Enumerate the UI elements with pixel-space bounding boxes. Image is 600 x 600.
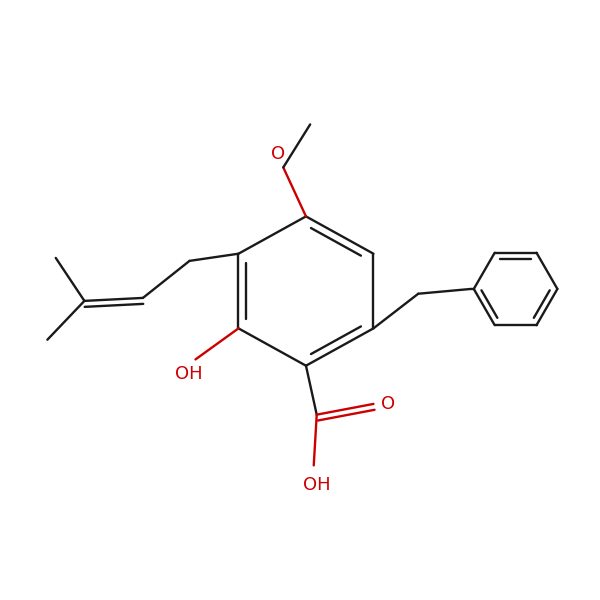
Text: O: O: [271, 145, 286, 163]
Text: OH: OH: [303, 476, 331, 494]
Text: O: O: [381, 395, 395, 413]
Text: OH: OH: [175, 365, 202, 383]
